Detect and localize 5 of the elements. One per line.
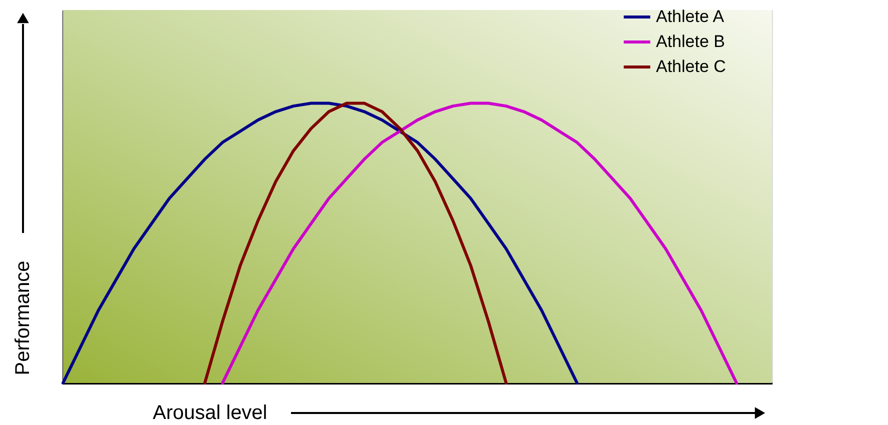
x-axis-title: Arousal level (152, 402, 268, 424)
legend-label: Athlete A (656, 7, 725, 26)
legend-label: Athlete C (656, 57, 726, 76)
y-axis-title: Performance (12, 260, 34, 376)
legend-label: Athlete B (656, 32, 725, 51)
